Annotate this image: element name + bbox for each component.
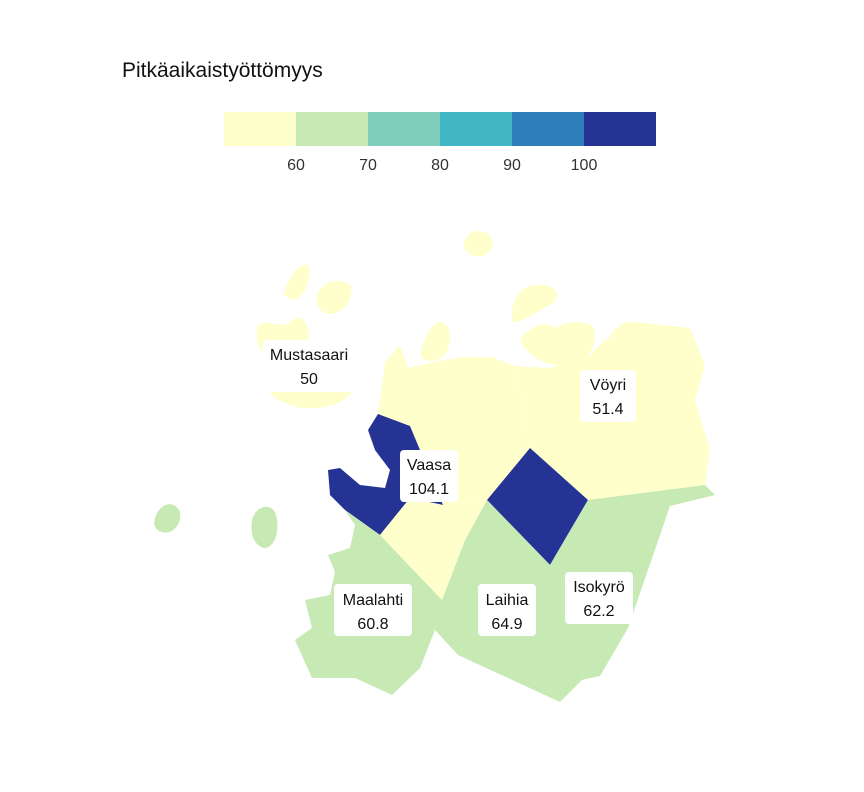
label-maalahti: Maalahti 60.8 — [334, 584, 412, 636]
region-vaasa[interactable] — [328, 414, 443, 535]
label-isokyro: Isokyrö 62.2 — [565, 572, 633, 624]
legend-swatch-4 — [440, 112, 512, 146]
color-legend: 60 70 80 90 100 — [224, 112, 656, 174]
label-name-voyri: Vöyri — [590, 377, 626, 394]
label-voyri: Vöyri 51.4 — [580, 370, 636, 422]
legend-swatch-3 — [368, 112, 440, 146]
label-mustasaari: Mustasaari 50 — [263, 340, 355, 392]
legend-swatch-6 — [584, 112, 656, 146]
label-laihia: Laihia 64.9 — [478, 584, 536, 636]
legend-tick-60: 60 — [287, 157, 305, 174]
region-labels: Mustasaari 50 Vöyri 51.4 Vaasa 104.1 Maa… — [263, 340, 636, 636]
label-value-laihia: 64.9 — [491, 616, 522, 633]
legend-tick-90: 90 — [503, 157, 521, 174]
legend-swatch-5 — [512, 112, 584, 146]
legend-swatch-1 — [224, 112, 296, 146]
label-value-vaasa: 104.1 — [409, 481, 449, 498]
region-vaasa-east[interactable] — [487, 448, 588, 565]
label-value-voyri: 51.4 — [592, 401, 623, 418]
legend-swatch-2 — [296, 112, 368, 146]
label-vaasa: Vaasa 104.1 — [400, 450, 458, 502]
label-name-mustasaari: Mustasaari — [270, 347, 348, 364]
label-name-vaasa: Vaasa — [407, 457, 451, 474]
map-title: Pitkäaikaistyöttömyys — [122, 59, 323, 82]
legend-tick-80: 80 — [431, 157, 449, 174]
label-value-isokyro: 62.2 — [583, 603, 614, 620]
label-name-isokyro: Isokyrö — [573, 579, 625, 596]
region-mustasaari-south[interactable] — [380, 498, 487, 600]
label-value-maalahti: 60.8 — [357, 616, 388, 633]
label-name-laihia: Laihia — [486, 592, 529, 609]
legend-tick-70: 70 — [359, 157, 377, 174]
legend-tick-100: 100 — [571, 157, 598, 174]
label-value-mustasaari: 50 — [300, 371, 318, 388]
label-name-maalahti: Maalahti — [343, 592, 403, 609]
